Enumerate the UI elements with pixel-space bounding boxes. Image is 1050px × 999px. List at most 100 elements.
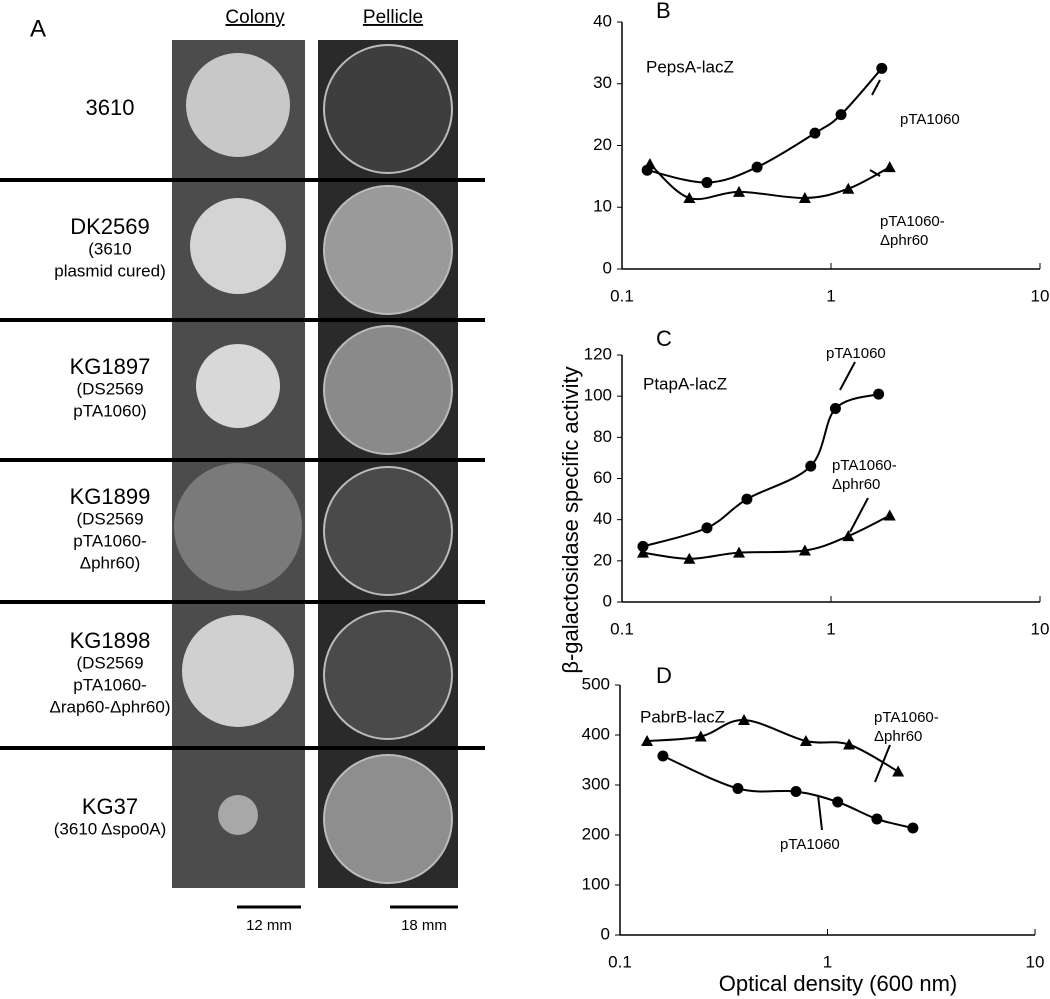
pellicle bbox=[323, 44, 453, 174]
colony bbox=[182, 615, 294, 727]
marker bbox=[798, 191, 811, 203]
marker bbox=[636, 546, 649, 558]
marker bbox=[907, 822, 919, 834]
x-tick-label: 0.1 bbox=[610, 619, 634, 638]
marker bbox=[798, 544, 811, 556]
marker bbox=[871, 813, 883, 825]
marker bbox=[843, 738, 856, 750]
y-tick-label: 30 bbox=[593, 73, 612, 92]
marker bbox=[738, 714, 751, 725]
strain-note: pTA1060- bbox=[73, 675, 146, 694]
marker bbox=[741, 493, 753, 505]
marker bbox=[832, 796, 844, 808]
y-tick-label: 300 bbox=[582, 774, 610, 793]
scale-label: 12 mm bbox=[246, 917, 292, 934]
x-tick-label: 10 bbox=[1031, 286, 1050, 305]
marker bbox=[701, 522, 713, 534]
leader-line bbox=[839, 361, 856, 391]
marker bbox=[643, 158, 656, 170]
panel-label: C bbox=[656, 326, 672, 351]
strain-note: (DS2569 bbox=[76, 653, 143, 672]
marker bbox=[883, 161, 896, 173]
marker bbox=[641, 735, 654, 746]
marker bbox=[701, 177, 713, 189]
strain-label: KG1898 bbox=[70, 628, 151, 653]
strain-note: (DS2569 bbox=[76, 509, 143, 528]
x-tick-label: 10 bbox=[1031, 619, 1050, 638]
strain-note: (DS2569 bbox=[76, 379, 143, 398]
panel-label: B bbox=[656, 0, 671, 23]
series-label: pTA1060 bbox=[900, 111, 960, 128]
y-tick-label: 0 bbox=[603, 258, 612, 277]
y-tick-label: 120 bbox=[584, 344, 612, 363]
strain-label: KG1897 bbox=[70, 354, 151, 379]
y-tick-label: 40 bbox=[593, 11, 612, 30]
series-label: pTA1060-Δphr60 bbox=[832, 457, 897, 493]
marker bbox=[876, 62, 888, 74]
strain-label: DK2569 bbox=[70, 214, 150, 239]
marker bbox=[809, 127, 821, 139]
series-label: pTA1060-Δphr60 bbox=[874, 709, 939, 745]
strain-note: pTA1060- bbox=[73, 531, 146, 550]
leader-line bbox=[817, 794, 823, 831]
x-axis-label: Optical density (600 nm) bbox=[719, 971, 957, 996]
colony bbox=[218, 795, 258, 835]
strain-label: 3610 bbox=[86, 95, 135, 120]
colony bbox=[190, 198, 286, 294]
colony bbox=[174, 463, 302, 591]
pellicle bbox=[323, 466, 453, 596]
marker bbox=[733, 185, 746, 197]
marker bbox=[799, 735, 812, 746]
y-tick-label: 60 bbox=[593, 468, 612, 487]
scale-label: 18 mm bbox=[401, 917, 447, 934]
y-tick-label: 400 bbox=[582, 724, 610, 743]
x-tick-label: 0.1 bbox=[608, 952, 632, 971]
pellicle bbox=[323, 185, 453, 315]
y-axis-label: β-galactosidase specific activity bbox=[558, 366, 583, 673]
x-tick-label: 1 bbox=[823, 952, 832, 971]
strain-note: pTA1060) bbox=[73, 401, 146, 420]
y-tick-label: 200 bbox=[582, 824, 610, 843]
series-line bbox=[649, 163, 891, 201]
pellicle bbox=[323, 610, 453, 740]
strain-label: KG37 bbox=[82, 794, 138, 819]
marker bbox=[657, 750, 669, 762]
series-label: pTA1060-Δphr60 bbox=[880, 213, 945, 249]
leader-line bbox=[869, 169, 881, 177]
series-line bbox=[646, 67, 883, 184]
column-header: Pellicle bbox=[363, 7, 423, 28]
strain-note: Δphr60) bbox=[80, 553, 141, 572]
x-tick-label: 10 bbox=[1026, 952, 1045, 971]
series-label: pTA1060 bbox=[826, 345, 886, 362]
marker bbox=[694, 730, 707, 742]
strain-note: Δrap60-Δphr60) bbox=[50, 697, 171, 716]
marker bbox=[883, 509, 896, 521]
y-tick-label: 0 bbox=[603, 591, 612, 610]
marker bbox=[829, 403, 841, 415]
series-line bbox=[646, 718, 899, 773]
panel-label: D bbox=[656, 663, 672, 688]
strain-note: plasmid cured) bbox=[54, 261, 166, 280]
marker bbox=[805, 460, 817, 472]
pellicle bbox=[323, 754, 453, 884]
marker bbox=[892, 765, 905, 777]
marker bbox=[842, 530, 855, 542]
marker bbox=[732, 783, 744, 794]
annotation: PabrB-lacZ bbox=[640, 707, 725, 726]
y-tick-label: 80 bbox=[593, 427, 612, 446]
y-tick-label: 40 bbox=[593, 509, 612, 528]
annotation: PtapA-lacZ bbox=[643, 374, 727, 393]
marker bbox=[683, 191, 696, 203]
strain-note: (3610 Δspo0A) bbox=[54, 819, 166, 838]
marker bbox=[733, 546, 746, 558]
marker bbox=[790, 786, 802, 797]
strain-label: KG1899 bbox=[70, 484, 151, 509]
annotation: PepsA-lacZ bbox=[646, 57, 734, 76]
y-tick-label: 20 bbox=[593, 550, 612, 569]
y-tick-label: 10 bbox=[593, 197, 612, 216]
pellicle bbox=[323, 325, 453, 455]
column-header: Colony bbox=[225, 7, 285, 28]
x-tick-label: 0.1 bbox=[610, 286, 634, 305]
